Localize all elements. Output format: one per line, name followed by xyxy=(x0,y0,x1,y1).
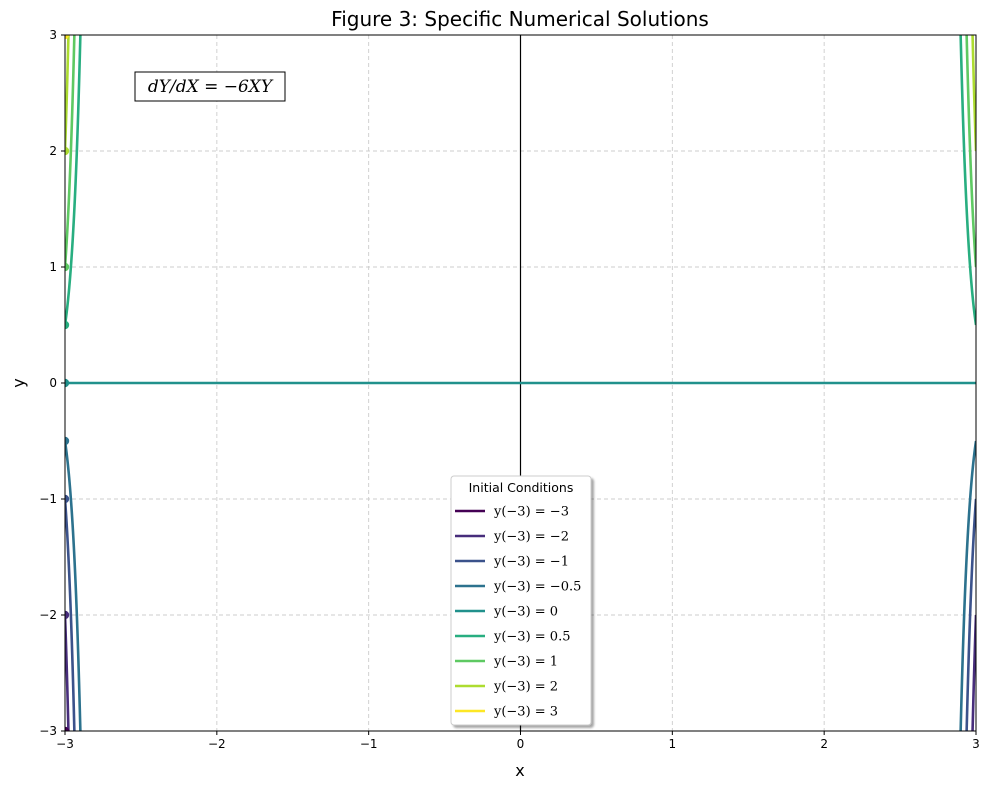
series-line xyxy=(959,35,976,326)
series-line xyxy=(65,35,76,268)
axis-ticks: −3 −2 −1 0 1 2 3 −3 −2 −1 0 1 2 3 xyxy=(39,28,980,751)
series-line xyxy=(965,35,976,268)
x-tick-label: −3 xyxy=(56,737,74,751)
legend-label: y(−3) = −0.5 xyxy=(493,580,581,595)
equation-text: dY/dX = −6XY xyxy=(148,77,274,97)
series-line xyxy=(971,35,976,152)
initial-point xyxy=(65,436,70,446)
legend-items: y(−3) = −3 y(−3) = −2 y(−3) = −1 y(−3) = −0… xyxy=(455,505,581,720)
x-tick-label: 3 xyxy=(972,737,980,751)
initial-points xyxy=(65,35,70,731)
initial-point xyxy=(65,378,70,388)
legend-label: y(−3) = 1 xyxy=(493,655,558,670)
series-line xyxy=(65,35,82,326)
y-tick-label: 0 xyxy=(49,376,57,390)
x-tick-label: 1 xyxy=(669,737,677,751)
initial-point xyxy=(65,262,70,272)
y-tick-label: −2 xyxy=(39,608,57,622)
initial-point xyxy=(65,726,70,731)
equation-annotation: dY/dX = −6XY xyxy=(134,71,286,102)
legend-label: y(−3) = 2 xyxy=(493,680,558,695)
initial-point xyxy=(65,494,70,504)
initial-point xyxy=(65,610,70,620)
initial-point xyxy=(65,146,70,156)
legend-box xyxy=(450,475,592,726)
legend-label: y(−3) = −1 xyxy=(493,555,569,570)
legend-title: Initial Conditions xyxy=(469,480,574,495)
x-axis-label: x xyxy=(515,761,524,780)
series-line xyxy=(65,440,82,731)
initial-point xyxy=(65,35,70,40)
series-line xyxy=(65,35,67,36)
y-tick-label: 3 xyxy=(49,28,57,42)
legend-label: y(−3) = −2 xyxy=(493,530,569,545)
y-axis-label: y xyxy=(9,378,28,387)
legend: Initial Conditions y(−3) = −3y(−3) = −2y… xyxy=(450,475,592,726)
chart-title: Figure 3: Specific Numerical Solutions xyxy=(331,7,709,31)
initial-point xyxy=(65,320,70,330)
series-line xyxy=(65,614,70,731)
series-line xyxy=(971,614,976,731)
series-line xyxy=(65,35,70,152)
series-line xyxy=(974,35,976,36)
series-line xyxy=(959,440,976,731)
y-tick-label: −3 xyxy=(39,724,57,738)
y-tick-label: −1 xyxy=(39,492,57,506)
legend-label: y(−3) = 0.5 xyxy=(493,630,570,645)
legend-label: y(−3) = 0 xyxy=(493,605,558,620)
legend-label: y(−3) = 3 xyxy=(493,705,558,720)
series-line xyxy=(965,498,976,731)
series-layer xyxy=(65,35,976,731)
x-tick-label: −2 xyxy=(208,737,226,751)
series-line xyxy=(65,498,76,731)
y-tick-label: 2 xyxy=(49,144,57,158)
x-tick-label: −1 xyxy=(360,737,378,751)
y-tick-label: 1 xyxy=(49,260,57,274)
x-tick-label: 2 xyxy=(820,737,828,751)
legend-label: y(−3) = −3 xyxy=(493,505,569,520)
x-tick-label: 0 xyxy=(517,737,525,751)
